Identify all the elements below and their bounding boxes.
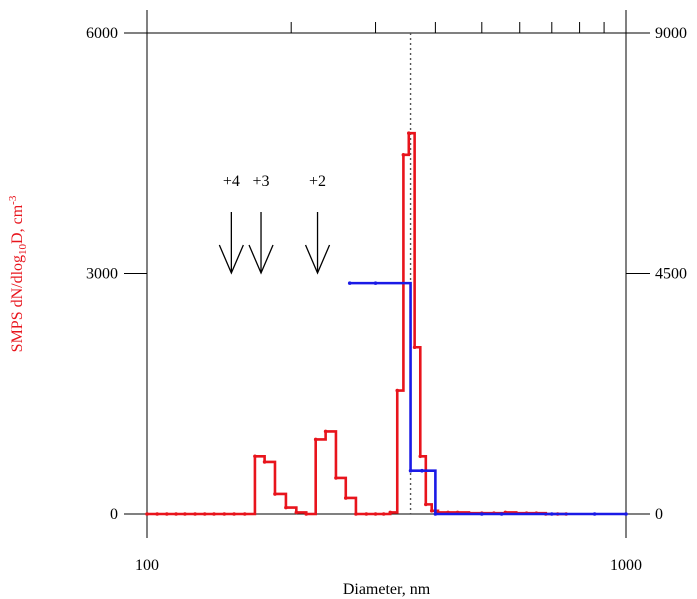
- series-2-point: [624, 512, 628, 516]
- series-1-point: [323, 429, 328, 434]
- series-1-point: [395, 388, 400, 393]
- series-2-point: [373, 281, 378, 285]
- series-1-point: [212, 512, 216, 516]
- series-1-point: [373, 512, 378, 516]
- x-axis-title: Diameter, nm: [343, 581, 431, 598]
- left-y-tick-label: 0: [110, 506, 118, 523]
- right-y-tick-label: 9000: [655, 25, 687, 42]
- series-1-point: [202, 512, 207, 516]
- series-2-point: [480, 512, 484, 516]
- series-2-point: [433, 512, 438, 516]
- left-y-tick-label: 6000: [86, 25, 118, 42]
- series-1-point: [424, 502, 428, 507]
- charge-label: +2: [309, 173, 326, 190]
- x-tick-label: 1000: [610, 557, 642, 574]
- x-tick-label: 100: [135, 557, 159, 574]
- series-1-point: [364, 512, 369, 516]
- series-1-point: [145, 512, 149, 516]
- right-y-tick-label: 4500: [655, 266, 687, 283]
- series-line-1: [147, 131, 567, 516]
- series-1-point: [284, 505, 288, 510]
- series-1-point: [273, 492, 277, 496]
- series-2-point: [347, 281, 352, 285]
- series-1-point: [174, 512, 178, 516]
- series-1-point: [165, 512, 169, 516]
- series-1-point: [232, 512, 236, 516]
- arrow-head: [304, 244, 331, 275]
- series-1-point: [343, 496, 348, 500]
- series-1-point: [304, 512, 309, 516]
- series-line-2: [349, 281, 626, 516]
- series-1-point: [193, 512, 197, 516]
- arrow-head: [248, 244, 274, 275]
- series-1-point: [418, 454, 423, 459]
- series-1-point: [222, 512, 227, 516]
- right-y-tick-label: 0: [655, 506, 663, 523]
- y-axis-title-part: 10: [17, 243, 29, 255]
- series-1-point: [388, 510, 393, 515]
- series-1-point: [412, 345, 417, 350]
- y-axis-title-part: SMPS dN/dlog: [9, 255, 26, 352]
- series-1-point: [429, 508, 434, 513]
- series-2-point: [408, 468, 413, 473]
- series-1-point: [253, 454, 257, 459]
- series-1-point: [354, 512, 358, 516]
- series-1-point: [294, 510, 299, 515]
- y-axis-title-left: SMPS dN/dlog10D, cm-3: [7, 195, 29, 352]
- series-1-point: [401, 153, 406, 157]
- y-axis-title-part: -3: [7, 195, 19, 205]
- series-1-point: [242, 512, 247, 516]
- series-1-point: [262, 460, 267, 464]
- series-2-point: [550, 512, 554, 516]
- series-1-point: [313, 437, 318, 442]
- arrow-head: [218, 244, 244, 275]
- charge-label: +4: [223, 173, 240, 190]
- series-1-point: [381, 512, 386, 516]
- series-1-point: [183, 512, 187, 516]
- series-2-point: [499, 512, 504, 516]
- series-1-point: [155, 512, 159, 516]
- series-2-point: [420, 468, 424, 473]
- series-1-point: [334, 476, 338, 480]
- series-2-point: [592, 512, 597, 516]
- y-axis-title-part: D, cm: [9, 204, 26, 244]
- left-y-tick-label: 3000: [86, 266, 118, 283]
- series-1-point: [406, 131, 411, 136]
- charge-label: +3: [253, 173, 270, 190]
